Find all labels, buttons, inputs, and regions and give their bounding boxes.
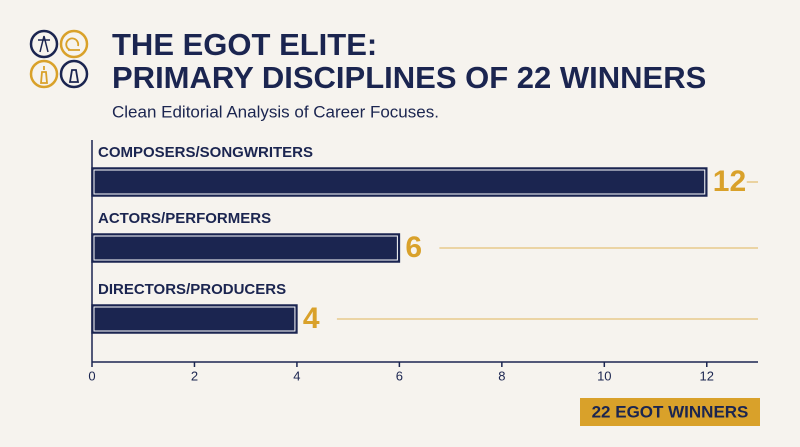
chart-title: PRIMARY DISCIPLINES OF 22 WINNERS — [112, 60, 706, 95]
category-label: DIRECTORS/PRODUCERS — [98, 281, 286, 298]
chart-title: THE EGOT ELITE: — [112, 27, 377, 62]
category-label: ACTORS/PERFORMERS — [98, 210, 271, 227]
bar-inner-border — [93, 169, 706, 195]
bar — [91, 233, 401, 263]
category-label: COMPOSERS/SONGWRITERS — [98, 144, 313, 161]
x-tick-label: 0 — [88, 368, 95, 383]
logo — [29, 29, 89, 89]
value-label: 6 — [405, 231, 422, 264]
chart-subtitle: Clean Editorial Analysis of Career Focus… — [112, 102, 439, 121]
bar-inner-border — [93, 235, 398, 261]
annotation-box — [580, 398, 760, 426]
x-tick-label: 10 — [597, 368, 611, 383]
annotation: 22 EGOT WINNERS — [592, 402, 749, 421]
x-tick-label: 6 — [396, 368, 403, 383]
value-label: 4 — [303, 302, 320, 335]
x-tick-label: 4 — [293, 368, 300, 383]
value-label: 12 — [713, 165, 746, 198]
bar — [91, 167, 708, 197]
bar — [91, 304, 298, 334]
x-tick-label: 8 — [498, 368, 505, 383]
x-tick-label: 12 — [700, 368, 714, 383]
bar-inner-border — [93, 306, 296, 332]
x-tick-label: 2 — [191, 368, 198, 383]
